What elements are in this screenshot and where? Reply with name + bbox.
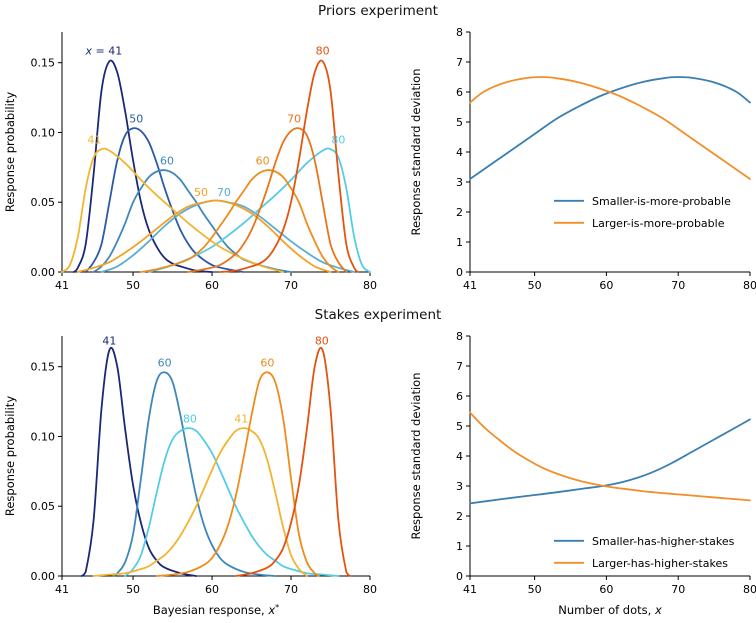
series-x-80-smaller-has-higher-stakes	[124, 427, 340, 577]
curve-label: 60	[160, 155, 174, 168]
x-tick-label: 60	[205, 279, 219, 292]
x-axis-label: Bayesian response, x*	[153, 603, 279, 617]
curve-label: 41	[234, 413, 248, 426]
curve-label: 70	[217, 186, 231, 199]
y-tick-label: 0.10	[31, 126, 56, 139]
curve-label: x = 41	[84, 44, 122, 57]
y-tick-label: 2	[456, 206, 463, 219]
priors-response-distributions-chart: 41 50 60 70 80 0.00 0.05 0.10 0.15 x = 41 50 41 60 50…	[3, 32, 377, 292]
x-tick-label: 80	[363, 279, 377, 292]
legend-label: Smaller-has-higher-stakes	[592, 535, 735, 548]
priors-response-sd-chart: 41 50 60 70 80 0 1 2 3 4 5 6 7 8 Smaller-is-more-proba…	[409, 26, 756, 292]
y-tick-label: 7	[456, 56, 463, 69]
y-tick-label: 5	[456, 116, 463, 129]
y-axis-label: Response standard deviation	[409, 372, 423, 539]
x-tick-label: 60	[599, 279, 613, 292]
curve-label: 80	[331, 134, 345, 147]
x-tick-label: 50	[126, 583, 140, 596]
x-tick-label: 60	[205, 583, 219, 596]
series-x-80-larger-has-higher-stakes	[234, 346, 352, 577]
y-tick-label: 6	[456, 390, 463, 403]
y-tick-label: 0.15	[31, 361, 56, 374]
x-tick-label: 41	[55, 279, 69, 292]
curve-label: 60	[158, 357, 172, 370]
x-tick-label: 80	[743, 583, 756, 596]
y-tick-label: 0.05	[31, 500, 56, 513]
y-tick-label: 8	[456, 330, 463, 343]
series-x-70-larger-is-more-probable	[187, 127, 348, 273]
series-smaller-has-higher-stakes	[469, 418, 751, 505]
y-tick-label: 3	[456, 176, 463, 189]
y-axis-label: Response probability	[3, 92, 17, 212]
x-axis-label: Number of dots, x	[558, 603, 662, 617]
series-larger-is-more-probable	[469, 76, 751, 180]
curve-label: 70	[287, 113, 301, 126]
x-tick-label: 50	[528, 279, 542, 292]
series-smaller-is-more-probable	[469, 76, 751, 180]
y-tick-label: 4	[456, 146, 463, 159]
y-axis-label: Response standard deviation	[409, 68, 423, 235]
y-tick-label: 0.15	[31, 57, 56, 70]
x-tick-label: 41	[463, 279, 477, 292]
x-tick-label: 70	[284, 583, 298, 596]
x-tick-label: 50	[126, 279, 140, 292]
series-x-60-smaller-has-higher-stakes	[112, 371, 277, 577]
x-tick-label: 80	[743, 279, 756, 292]
y-tick-label: 0.10	[31, 430, 56, 443]
y-axis-label: Response probability	[3, 396, 17, 516]
y-tick-label: 7	[456, 360, 463, 373]
curve-label: 50	[194, 186, 208, 199]
curve-label: 80	[316, 44, 330, 57]
curve-label: 80	[183, 413, 197, 426]
y-tick-label: 2	[456, 510, 463, 523]
stakes-response-sd-chart: 41 50 60 70 80 0 1 2 3 4 5 6 7 8 Smaller-has-higher-st…	[409, 330, 756, 617]
x-tick-label: 80	[363, 583, 377, 596]
y-tick-label: 0.05	[31, 196, 56, 209]
series-x-80-larger-is-more-probable	[219, 59, 360, 273]
y-tick-label: 3	[456, 480, 463, 493]
x-tick-label: 70	[671, 583, 685, 596]
y-tick-label: 1	[456, 540, 463, 553]
y-tick-label: 0.00	[31, 570, 56, 583]
legend-label: Larger-is-more-probable	[592, 217, 725, 230]
series-x-50-larger-is-more-probable	[76, 199, 332, 273]
series-x-60-larger-is-more-probable	[140, 169, 340, 273]
x-tick-label: 60	[599, 583, 613, 596]
series-x-60-larger-has-higher-stakes	[155, 371, 320, 577]
stakes-response-distributions-chart: 41 50 60 70 80 0.00 0.05 0.10 0.15 41 60 80 41 60 80 Re…	[3, 334, 377, 617]
curve-label: 60	[260, 357, 274, 370]
series-x-41-smaller-has-higher-stakes	[80, 346, 198, 577]
x-tick-label: 41	[463, 583, 477, 596]
series-x-41-larger-is-more-probable	[61, 147, 284, 273]
x-tick-label: 41	[55, 583, 69, 596]
curve-label: 60	[256, 155, 270, 168]
series-x-41-larger-has-higher-stakes	[92, 427, 308, 577]
curve-label: 50	[129, 113, 143, 126]
y-tick-label: 0	[456, 570, 463, 583]
curve-label: 41	[102, 334, 116, 347]
series-larger-has-higher-stakes	[469, 411, 751, 502]
x-tick-label: 50	[528, 583, 542, 596]
x-tick-label: 70	[284, 279, 298, 292]
y-tick-label: 1	[456, 236, 463, 249]
priors-experiment-title: Priors experiment	[318, 3, 438, 19]
legend-label: Smaller-is-more-probable	[592, 195, 731, 208]
y-tick-label: 5	[456, 420, 463, 433]
legend-label: Larger-has-higher-stakes	[592, 557, 728, 570]
y-tick-label: 4	[456, 450, 463, 463]
y-tick-label: 0.00	[31, 266, 56, 279]
stakes-experiment-title: Stakes experiment	[314, 307, 442, 323]
y-tick-label: 8	[456, 26, 463, 39]
x-tick-label: 70	[671, 279, 685, 292]
curve-label: 41	[87, 134, 101, 147]
y-tick-label: 0	[456, 266, 463, 279]
curve-label: 80	[315, 334, 329, 347]
y-tick-label: 6	[456, 86, 463, 99]
